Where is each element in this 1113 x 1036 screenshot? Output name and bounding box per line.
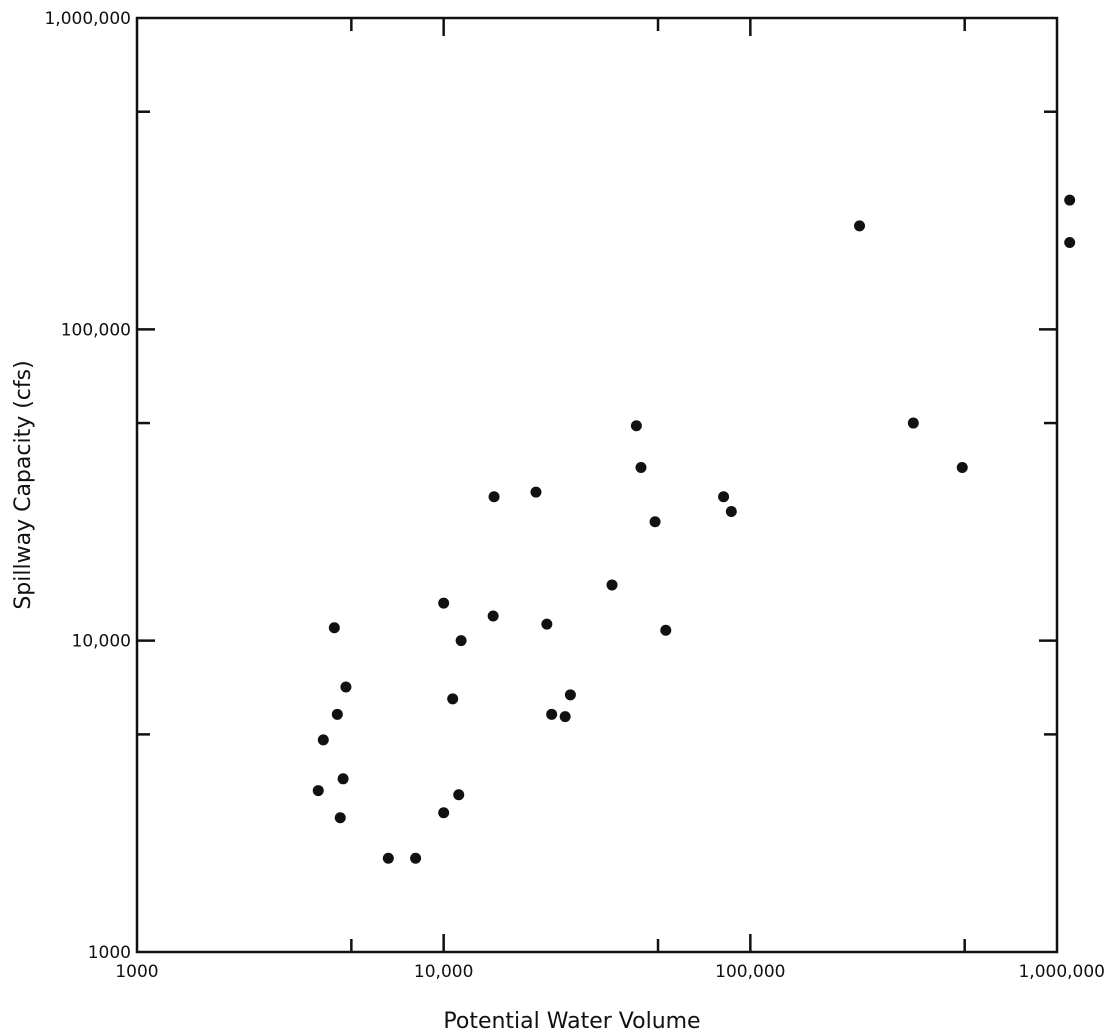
- y-axis-label: Spillway Capacity (cfs): [11, 360, 36, 609]
- x-axis-label: Potential Water Volume: [443, 1009, 700, 1034]
- x-tick-label: 10,000: [414, 962, 473, 982]
- x-tick-labels: 1000 10,000 100,000 1,000,000: [115, 962, 1105, 982]
- data-point: [382, 852, 394, 864]
- data-point: [530, 486, 542, 498]
- data-point: [312, 785, 324, 797]
- y-tick-label: 100,000: [61, 320, 131, 340]
- y-tick-label: 1,000,000: [44, 9, 131, 29]
- data-point: [488, 491, 500, 503]
- data-point: [328, 622, 340, 634]
- x-tick-label: 100,000: [715, 962, 785, 982]
- y-tick-label: 10,000: [72, 632, 131, 652]
- data-point: [649, 516, 661, 528]
- data-point: [635, 461, 647, 473]
- data-point: [956, 461, 968, 473]
- data-point: [337, 773, 349, 785]
- data-point: [334, 812, 346, 824]
- data-point: [1064, 237, 1076, 249]
- data-point: [447, 693, 459, 705]
- axis-ticks: [137, 18, 1057, 952]
- data-point: [1064, 194, 1076, 206]
- data-point: [455, 635, 467, 647]
- data-point: [331, 708, 343, 720]
- data-point: [725, 505, 737, 517]
- data-point: [453, 789, 465, 801]
- data-point: [317, 734, 329, 746]
- y-tick-labels: 1000 10,000 100,000 1,000,000: [44, 9, 131, 963]
- x-tick-label: 1000: [115, 962, 158, 982]
- data-point: [630, 420, 642, 432]
- x-tick-label: 1,000,000: [1018, 962, 1105, 982]
- data-point: [718, 491, 730, 503]
- data-point: [559, 711, 571, 723]
- data-point: [438, 597, 450, 609]
- data-point: [410, 852, 422, 864]
- data-point: [854, 220, 866, 232]
- data-point: [438, 807, 450, 819]
- plot-border: [135, 16, 1059, 954]
- data-point: [546, 708, 558, 720]
- data-point: [660, 624, 672, 636]
- data-point: [340, 681, 352, 693]
- data-point: [541, 618, 553, 630]
- plot-frame: [135, 16, 1059, 954]
- data-point: [564, 689, 576, 701]
- data-points: [312, 194, 1076, 864]
- data-point: [606, 579, 618, 591]
- data-point: [907, 417, 919, 429]
- y-tick-label: 1000: [88, 943, 131, 963]
- data-point: [487, 610, 499, 622]
